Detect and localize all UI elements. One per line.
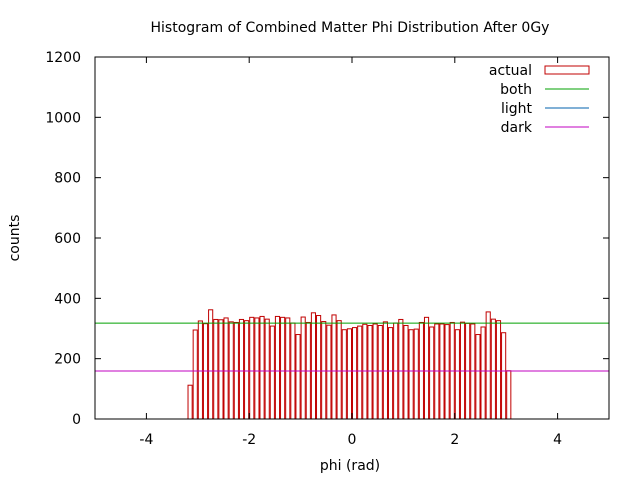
histogram-bar [310, 312, 317, 420]
legend-label-light: light [501, 101, 533, 117]
histogram-bar [244, 320, 250, 420]
histogram-bar [300, 316, 306, 420]
y-axis-label: counts [7, 215, 23, 262]
histogram-bar [352, 327, 358, 420]
histogram-bar [501, 332, 507, 420]
histogram-bar [321, 321, 327, 420]
histogram-bar [249, 316, 255, 420]
y-tick-label: 400 [54, 291, 81, 307]
histogram-bar [382, 321, 388, 420]
y-tick-label: 800 [54, 171, 81, 187]
histogram-bar [423, 316, 430, 420]
legend-label-actual: actual [489, 63, 532, 79]
chart-title: Histogram of Combined Matter Phi Distrib… [151, 20, 550, 36]
histogram-bar [197, 320, 203, 420]
y-tick-label: 200 [54, 352, 81, 368]
histogram-bar [398, 318, 404, 420]
histogram-bar [475, 334, 481, 420]
histogram-bar [331, 314, 337, 420]
histogram-bar [387, 327, 394, 420]
histogram-bar [238, 318, 245, 420]
histogram-bar [274, 315, 281, 420]
histogram-bar [208, 309, 214, 420]
histogram-bar [192, 329, 198, 420]
legend: actual both light dark [489, 63, 590, 136]
histogram-bar [362, 323, 368, 420]
histogram-bar [336, 320, 342, 420]
legend-label-both: both [500, 82, 532, 98]
histogram-bar [346, 328, 352, 420]
histogram-bar [408, 329, 414, 420]
histogram-bar [485, 311, 491, 420]
histogram-bar [506, 370, 512, 420]
histogram-bar [213, 318, 219, 420]
histogram-bar [285, 317, 291, 420]
histogram-bar [413, 328, 419, 420]
y-tick-label: 600 [54, 231, 81, 247]
histogram-bars [187, 309, 512, 420]
histogram-bar [218, 319, 224, 420]
histogram-bar [367, 324, 373, 420]
y-tick-label: 0 [72, 412, 81, 428]
histogram-bar [444, 324, 450, 420]
histogram-bar [223, 317, 229, 420]
histogram-bar [259, 315, 265, 420]
histogram-bar [280, 316, 286, 420]
histogram-bar [316, 315, 322, 420]
histogram-bar [341, 329, 347, 420]
histogram-bar [187, 384, 193, 420]
histogram-bar [490, 318, 496, 420]
x-tick-label: 4 [553, 432, 562, 448]
histogram-bar [326, 324, 332, 420]
legend-label-dark: dark [501, 120, 533, 136]
y-axis-ticks: 0 200 400 600 800 1000 1200 [45, 50, 609, 428]
histogram-bar [254, 317, 260, 420]
x-tick-label: 2 [450, 432, 459, 448]
x-tick-label: 0 [348, 432, 357, 448]
y-tick-label: 1200 [45, 50, 81, 66]
x-axis-label: phi (rad) [320, 458, 380, 474]
histogram-bar [264, 318, 270, 420]
histogram-bar [429, 326, 435, 420]
histogram-bar [403, 324, 409, 420]
reference-lines [95, 322, 609, 372]
histogram-bar [454, 329, 460, 420]
legend-swatch-actual [544, 65, 590, 75]
histogram-bar [495, 320, 502, 420]
histogram-bar [357, 325, 363, 420]
histogram-bar [228, 321, 234, 420]
histogram-bar [269, 325, 275, 420]
x-tick-label: -2 [242, 432, 256, 448]
histogram-bar [295, 334, 301, 420]
histogram-bar [480, 326, 486, 420]
x-axis-ticks: -4 -2 0 2 4 [139, 57, 562, 448]
x-tick-label: -4 [139, 432, 153, 448]
y-tick-label: 1000 [45, 110, 81, 126]
histogram-bar [377, 324, 383, 420]
